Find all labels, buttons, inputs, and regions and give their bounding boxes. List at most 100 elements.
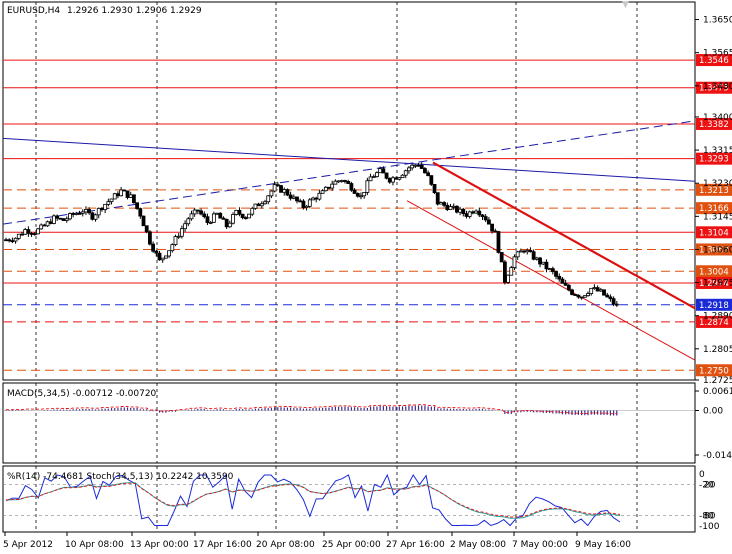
candle-body (42, 224, 47, 227)
candle-body (231, 214, 235, 224)
candle-body (566, 284, 571, 291)
candle-body (221, 217, 226, 220)
candle-body (550, 268, 555, 272)
x-axis-label: 9 May 16:00 (575, 540, 631, 550)
candle-body (160, 257, 165, 261)
candle-body (419, 164, 424, 169)
candle-body (455, 205, 459, 213)
candle-body (148, 231, 152, 245)
candle-body (253, 203, 258, 209)
candle-body (170, 244, 175, 252)
price-level-badge-label: 1.3060 (699, 245, 729, 255)
candle-body (116, 193, 120, 197)
candle-body (554, 271, 558, 277)
candle-body (614, 303, 619, 306)
candle-body (80, 211, 85, 214)
candle-body (477, 210, 482, 216)
candle-body (611, 298, 616, 305)
candle-body (282, 189, 287, 193)
candle-body (448, 206, 453, 211)
candle-body (7, 239, 12, 242)
candle-body (234, 209, 239, 215)
candle-body (16, 233, 21, 239)
candle-body (451, 205, 456, 208)
trendline (406, 200, 696, 361)
candle-body (544, 261, 549, 270)
candle-body (304, 205, 309, 209)
candle-body (71, 213, 76, 215)
main-pane-frame (2, 1, 696, 381)
x-axis-label: 5 Apr 2012 (3, 540, 53, 550)
candle-body (119, 189, 124, 197)
macd-y-label: 0.00 (703, 406, 723, 416)
candle-body (144, 225, 149, 233)
candle-body (227, 222, 232, 228)
price-level-badge (696, 152, 732, 165)
williams-r-line (5, 473, 621, 527)
candle-body (48, 221, 53, 224)
candle-body (167, 250, 171, 257)
candle-body (132, 194, 136, 204)
candle-body (64, 218, 69, 221)
y-axis-label: 1.3230 (703, 179, 732, 189)
candle-body (314, 197, 319, 200)
candle-body (176, 235, 181, 238)
candle-body (106, 201, 111, 205)
x-axis-label: 2 May 08:00 (450, 540, 506, 550)
trendline (2, 137, 696, 182)
candle-body (538, 257, 542, 265)
price-level-badge-label: 1.3213 (699, 186, 729, 196)
price-level-badge (696, 226, 732, 239)
candle-body (506, 274, 510, 283)
candle-body (592, 287, 597, 289)
trendline (432, 161, 696, 310)
scroll-indicator-icon[interactable]: ▼ (622, 0, 629, 10)
candle-body (109, 198, 114, 203)
candle-body (240, 213, 245, 219)
candle-body (157, 252, 162, 261)
price-level-badge (696, 364, 732, 377)
price-level-badge (696, 81, 732, 94)
candle-body (23, 229, 28, 235)
candle-body (256, 203, 261, 207)
candle-body (423, 168, 427, 174)
candle-body (541, 261, 546, 265)
candle-body (112, 193, 117, 200)
candle-body (285, 189, 290, 196)
candle-body (368, 176, 373, 182)
candle-body (84, 209, 88, 213)
candle-body (474, 210, 478, 214)
candle-body (263, 201, 267, 205)
candle-body (237, 209, 242, 215)
candle-body (68, 213, 72, 220)
candle-body (547, 268, 552, 271)
price-level-badge (696, 117, 732, 130)
candle-body (445, 204, 450, 211)
candle-body (269, 190, 274, 197)
candle-body (384, 172, 389, 179)
candle-body (608, 296, 613, 300)
candle-body (493, 230, 498, 233)
candle-body (464, 213, 469, 217)
candle-body (317, 192, 322, 200)
candle-body (20, 233, 24, 236)
osc-y-label: -100 (699, 522, 720, 532)
x-axis-label: 13 Apr 00:00 (130, 540, 189, 550)
candle-body (439, 202, 443, 205)
candle-body (100, 207, 104, 211)
candle-body (93, 214, 98, 220)
candle-body (125, 190, 130, 198)
price-levels-layer: 1.35461.34751.33821.32931.32131.31661.31… (3, 54, 732, 377)
candle-body (311, 197, 315, 201)
chart-symbol-label: EURUSD,H4 (7, 6, 60, 16)
current-price-badge-label: 1.2918 (699, 301, 729, 311)
candle-body (295, 196, 299, 202)
candle-body (208, 221, 213, 224)
candle-body (515, 251, 520, 258)
candle-body (45, 221, 50, 227)
x-axis-label: 27 Apr 16:00 (386, 540, 445, 550)
candle-body (74, 212, 79, 215)
candle-body (243, 217, 248, 220)
